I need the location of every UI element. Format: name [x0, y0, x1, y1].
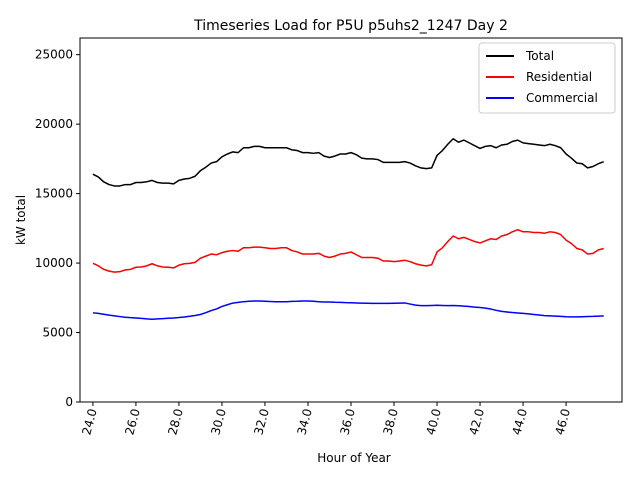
series-line-commercial — [92, 300, 604, 320]
legend-box — [478, 42, 616, 114]
x-tick-label: 24.0 — [79, 407, 99, 436]
x-tick-label: 32.0 — [251, 407, 271, 436]
x-tick-label: 42.0 — [467, 407, 487, 436]
y-axis: 0 5000 10000 15000 20000 25000 — [35, 48, 80, 409]
x-tick-label: 30.0 — [208, 407, 228, 436]
x-tick-label: 26.0 — [122, 407, 142, 436]
x-tick-label: 28.0 — [165, 407, 185, 436]
y-axis-label: kW total — [14, 195, 28, 245]
x-tick-label: 40.0 — [423, 407, 443, 436]
legend: Total Residential Commercial — [478, 42, 616, 114]
x-tick-label: 38.0 — [380, 407, 400, 436]
y-tick-label: 5000 — [42, 326, 73, 340]
x-axis-label: Hour of Year — [317, 451, 391, 465]
legend-label-total: Total — [525, 49, 554, 63]
series-line-total — [92, 137, 604, 187]
x-tick-label: 46.0 — [553, 407, 573, 436]
y-tick-label: 15000 — [35, 187, 73, 201]
y-tick-label: 25000 — [35, 48, 73, 62]
legend-label-residential: Residential — [526, 70, 592, 84]
x-tick-label: 36.0 — [337, 407, 357, 436]
series-line-residential — [92, 228, 604, 273]
series-lines — [92, 137, 604, 320]
y-tick-label: 10000 — [35, 256, 73, 270]
y-tick-label: 20000 — [35, 117, 73, 131]
x-tick-label: 34.0 — [294, 407, 314, 436]
chart-title: Timeseries Load for P5U p5uhs2_1247 Day … — [193, 18, 508, 34]
y-tick-label: 0 — [65, 395, 73, 409]
x-tick-label: 44.0 — [510, 407, 530, 436]
x-axis: 24.0 26.0 28.0 30.0 32.0 34.0 36.0 38.0 40.0 42.0… — [79, 402, 573, 437]
legend-label-commercial: Commercial — [526, 91, 598, 105]
